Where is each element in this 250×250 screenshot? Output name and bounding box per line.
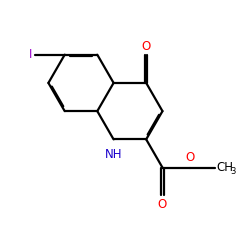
Text: O: O	[142, 40, 151, 52]
Text: CH: CH	[216, 161, 233, 174]
Text: I: I	[29, 48, 32, 61]
Text: NH: NH	[105, 148, 122, 160]
Text: 3: 3	[230, 167, 235, 176]
Text: O: O	[186, 151, 195, 164]
Text: O: O	[158, 198, 167, 211]
